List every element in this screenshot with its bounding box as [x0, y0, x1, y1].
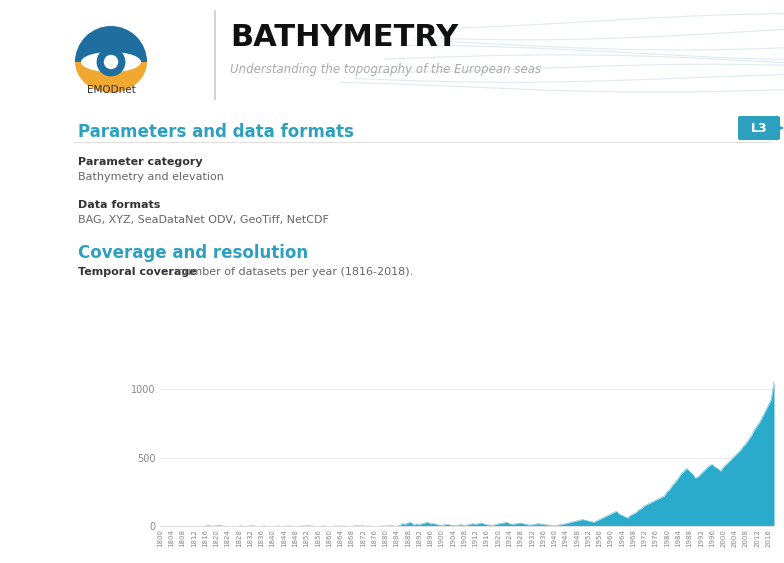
FancyBboxPatch shape: [738, 116, 780, 140]
Ellipse shape: [81, 52, 141, 72]
Text: Bathymetry and elevation: Bathymetry and elevation: [78, 172, 224, 182]
Text: Data: Data: [20, 252, 40, 311]
Circle shape: [96, 48, 125, 77]
Text: L3: L3: [751, 122, 768, 135]
Text: BATHYMETRY: BATHYMETRY: [230, 24, 459, 52]
Circle shape: [103, 55, 118, 69]
Text: Understanding the topography of the European seas: Understanding the topography of the Euro…: [230, 64, 541, 77]
Ellipse shape: [75, 32, 147, 92]
Wedge shape: [75, 26, 147, 62]
Polygon shape: [778, 125, 784, 131]
Text: Data formats: Data formats: [78, 200, 161, 210]
Text: BAG, XYZ, SeaDataNet ODV, GeoTiff, NetCDF: BAG, XYZ, SeaDataNet ODV, GeoTiff, NetCD…: [78, 215, 328, 225]
Text: Temporal coverage: Temporal coverage: [78, 267, 197, 277]
Text: Coverage and resolution: Coverage and resolution: [78, 244, 308, 262]
Text: EMODnet: EMODnet: [86, 85, 136, 95]
Text: Parameter category: Parameter category: [78, 157, 202, 167]
Text: : number of datasets per year (1816-2018).: : number of datasets per year (1816-2018…: [170, 267, 413, 277]
Text: Parameters and data formats: Parameters and data formats: [78, 123, 354, 141]
